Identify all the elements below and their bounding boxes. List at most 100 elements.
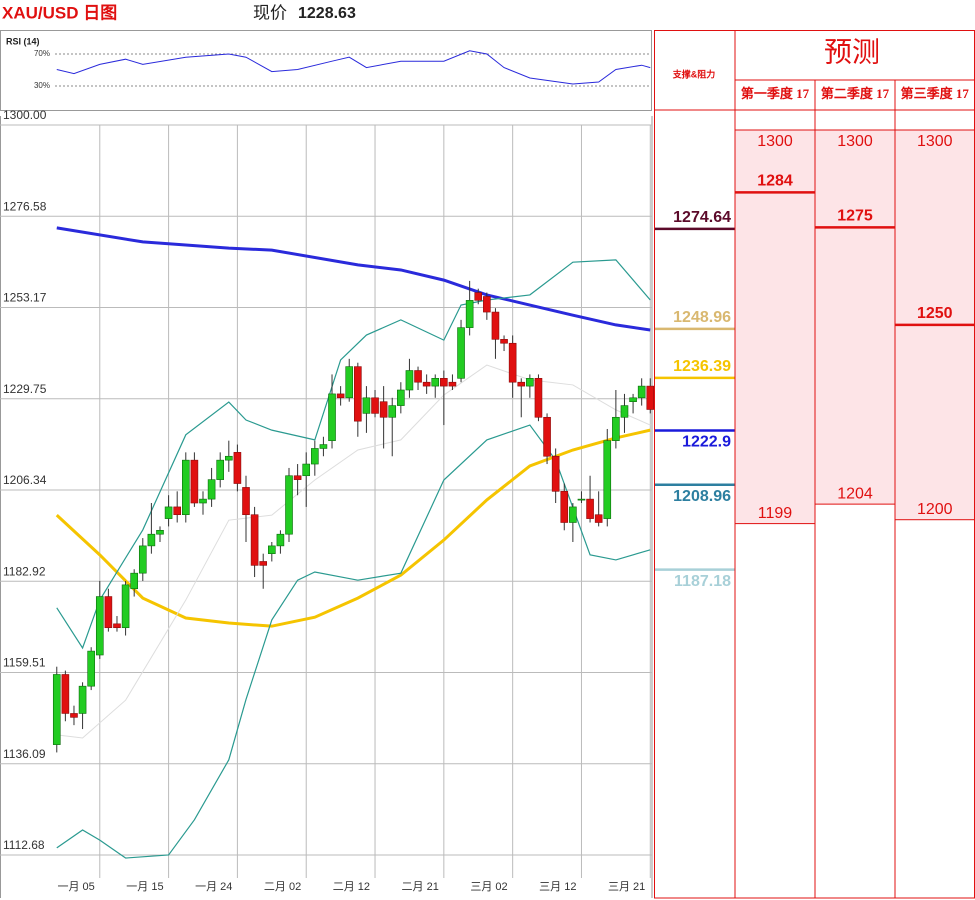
candle-body xyxy=(130,572,138,590)
candle-body xyxy=(345,366,354,399)
y-tick-label: 1276.58 xyxy=(3,199,47,213)
candle-body xyxy=(500,339,508,344)
y-tick-label: 1229.75 xyxy=(3,382,47,396)
price: 1228.63 xyxy=(298,5,356,22)
indicator-line xyxy=(56,424,651,859)
candle-body xyxy=(405,370,414,391)
candle-body xyxy=(440,378,448,387)
forecast-low: 1200 xyxy=(917,501,953,518)
candle-body xyxy=(483,296,491,313)
forecast-high: 1300 xyxy=(837,133,873,150)
indicator-line xyxy=(56,259,651,650)
candle-body xyxy=(156,529,164,535)
level-header: 支撑&阻力 xyxy=(672,68,716,79)
candle-body xyxy=(526,378,534,387)
x-tick-label: 一月 05 xyxy=(57,881,94,893)
x-tick-label: 二月 12 xyxy=(333,881,370,893)
x-tick-label: 二月 21 xyxy=(402,881,439,893)
candle-body xyxy=(379,401,388,418)
column-header: 第二季度 17 xyxy=(821,86,890,101)
candle-body xyxy=(594,514,603,523)
candle-body xyxy=(225,455,233,461)
candle-body xyxy=(293,475,302,480)
candle-body xyxy=(302,463,311,477)
candle-body xyxy=(285,475,293,535)
candle-body xyxy=(250,514,259,566)
candle-body xyxy=(95,596,104,656)
candle-body xyxy=(276,533,285,547)
candle-body xyxy=(629,397,637,402)
candle-body xyxy=(371,397,379,414)
x-tick-label: 三月 21 xyxy=(608,881,645,893)
candle-body xyxy=(620,405,629,418)
candle-body xyxy=(328,393,336,441)
level-label: 1208.96 xyxy=(673,488,731,505)
forecast-title: 预测 xyxy=(824,37,880,68)
price-label: 现价 xyxy=(253,3,287,22)
candle-body xyxy=(646,385,655,410)
candle-body xyxy=(87,650,95,687)
candle-body xyxy=(388,405,397,418)
candle-body xyxy=(216,459,225,480)
rsi-line xyxy=(56,50,651,85)
y-tick-label: 70% xyxy=(34,49,50,58)
level-label: 1248.96 xyxy=(673,309,731,326)
y-tick-label: 30% xyxy=(34,81,50,90)
candle-body xyxy=(52,674,61,745)
candle-body xyxy=(637,385,646,399)
forecast-range xyxy=(814,129,896,505)
indicator-line xyxy=(56,364,651,739)
candle-body xyxy=(397,389,405,406)
candle-body xyxy=(534,378,543,418)
y-tick-label: 1206.34 xyxy=(3,473,47,487)
candle-body xyxy=(465,300,474,328)
candle-body xyxy=(121,584,130,629)
y-tick-label: 1112.68 xyxy=(3,838,45,852)
candle-body xyxy=(336,393,345,399)
rsi-title: RSI (14) xyxy=(6,36,40,46)
candle-body xyxy=(560,491,569,523)
indicator-line xyxy=(56,226,651,332)
candle-body xyxy=(354,366,362,422)
x-tick-label: 二月 02 xyxy=(264,881,301,893)
candle-body xyxy=(207,479,216,500)
y-tick-label: 1136.09 xyxy=(3,747,46,761)
level-label: 1236.39 xyxy=(673,358,731,375)
y-tick-label: 1253.17 xyxy=(3,291,47,305)
candle-body xyxy=(448,381,457,387)
candle-body xyxy=(113,623,121,629)
x-tick-label: 一月 24 xyxy=(195,881,232,893)
candle-body xyxy=(319,444,328,449)
candle-body xyxy=(78,685,87,714)
candle-body xyxy=(577,498,586,501)
forecast-range xyxy=(734,129,816,525)
candle-body xyxy=(457,327,465,379)
candle-body xyxy=(414,370,422,383)
x-tick-label: 三月 02 xyxy=(470,881,507,893)
column-header: 第一季度 17 xyxy=(741,86,810,101)
forecast-high: 1300 xyxy=(757,133,793,150)
x-tick-label: 一月 15 xyxy=(126,881,163,893)
candle-body xyxy=(61,674,70,714)
candle-body xyxy=(268,545,276,554)
candle-body xyxy=(181,459,190,516)
column-header: 第三季度 17 xyxy=(901,86,970,101)
x-tick-label: 三月 12 xyxy=(539,881,576,893)
candle-body xyxy=(138,545,147,574)
forecast-target-label: 1250 xyxy=(917,305,953,322)
y-tick-label: 1182.92 xyxy=(3,564,46,578)
candle-body xyxy=(190,459,199,504)
indicator-line xyxy=(55,428,651,628)
candle-body xyxy=(431,378,440,387)
level-label: 1187.18 xyxy=(674,573,731,590)
candle-body xyxy=(70,713,78,718)
candle-body xyxy=(612,416,620,441)
candle-body xyxy=(586,498,594,519)
candle-body xyxy=(242,487,250,516)
candle-body xyxy=(569,506,577,523)
candle-body xyxy=(147,533,156,547)
candle-body xyxy=(491,311,500,340)
forecast-target-label: 1284 xyxy=(757,173,793,190)
candle-body xyxy=(173,506,181,516)
